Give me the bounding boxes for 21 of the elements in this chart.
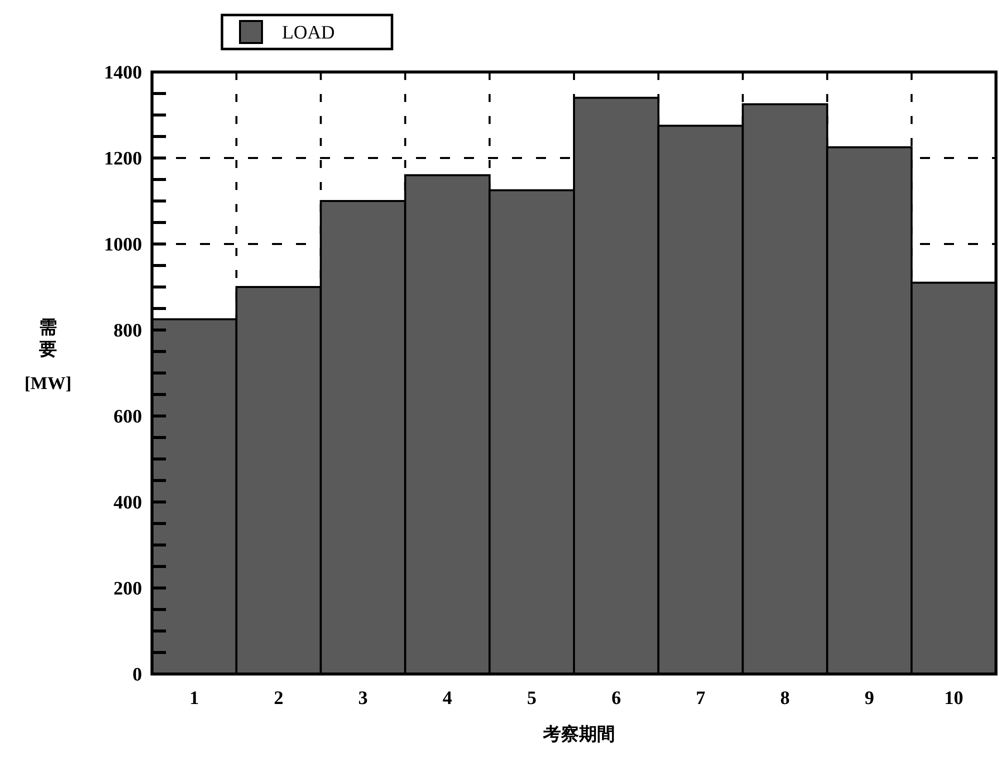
y-tick-label: 1200 — [104, 148, 142, 170]
x-tick-label: 10 — [944, 688, 964, 709]
y-tick-label: 800 — [114, 320, 142, 342]
x-tick-label: 8 — [780, 688, 790, 709]
y-tick-label: 1000 — [104, 234, 142, 256]
x-tick-label: 1 — [189, 688, 199, 709]
x-tick-label: 9 — [864, 688, 874, 709]
x-tick-label: 4 — [442, 688, 453, 709]
legend-label: LOAD — [282, 22, 335, 44]
x-tick-label: 2 — [274, 688, 284, 709]
x-tick-label: 3 — [358, 688, 368, 709]
y-tick-label: 1400 — [104, 62, 142, 84]
y-tick-label: 400 — [114, 492, 142, 514]
x-tick-label: 6 — [611, 688, 621, 709]
y-tick-label: 200 — [114, 578, 142, 600]
x-axis-title: 考察期間 — [542, 724, 615, 744]
y-tick-label: 0 — [132, 664, 142, 686]
x-tick-label: 5 — [527, 688, 537, 709]
x-tick-label: 7 — [696, 688, 706, 709]
y-axis-title: 需要 [MW] — [24, 317, 72, 393]
y-tick-label: 600 — [114, 406, 142, 428]
